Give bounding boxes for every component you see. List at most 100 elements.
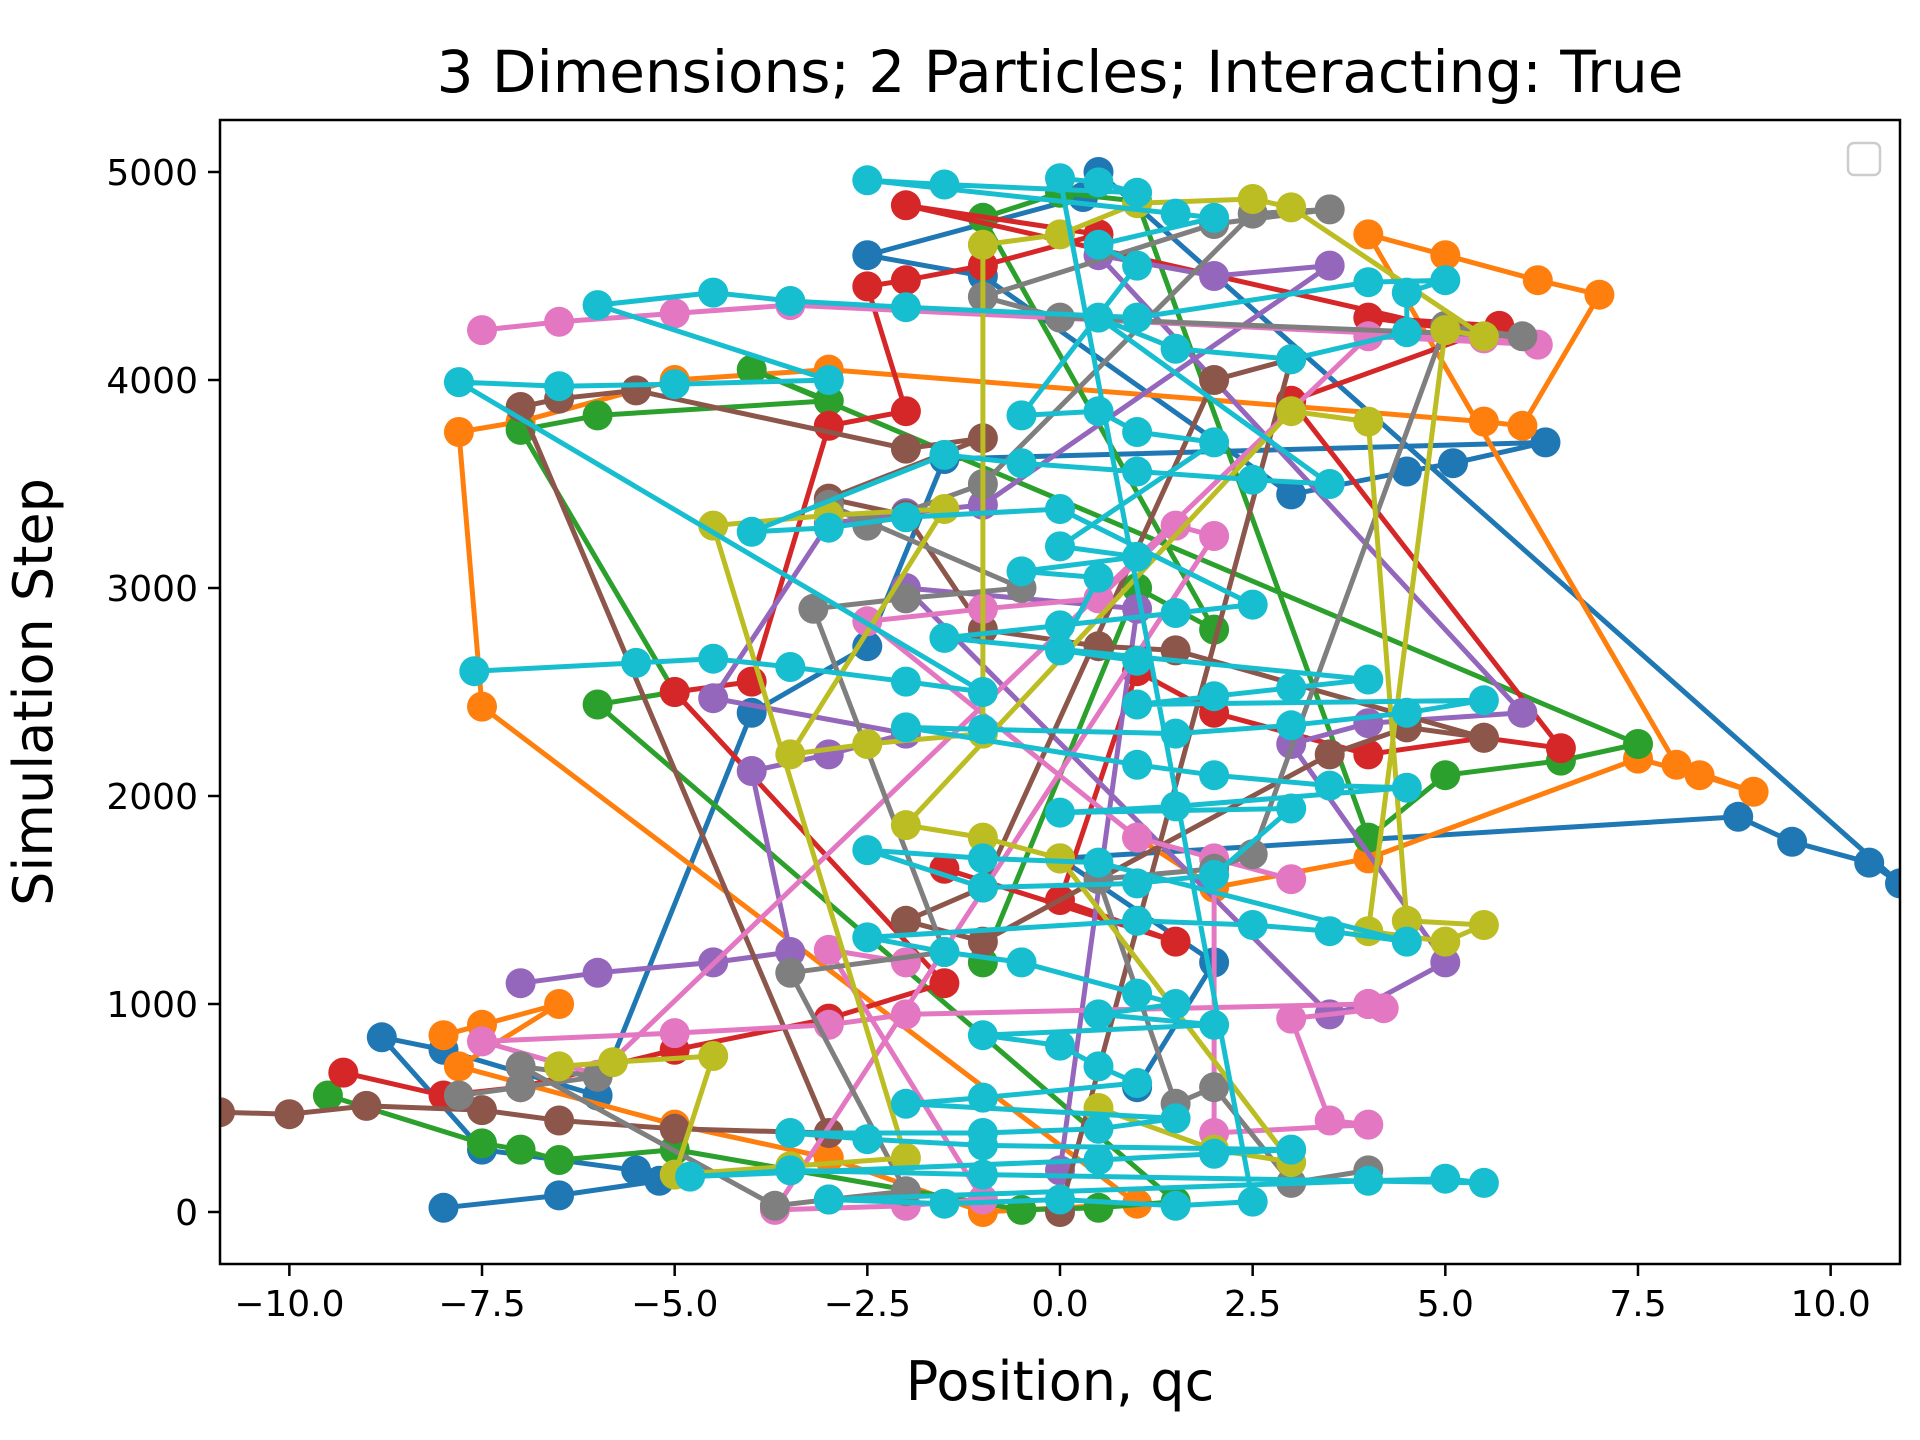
data-point bbox=[1276, 1003, 1307, 1034]
data-point bbox=[813, 1184, 844, 1215]
data-point bbox=[852, 271, 883, 302]
data-point bbox=[967, 1082, 998, 1113]
data-point bbox=[1160, 198, 1191, 229]
data-point bbox=[1122, 645, 1153, 676]
y-axis-ticks: 0 1000 2000 3000 4000 5000 bbox=[106, 153, 220, 1234]
x-tick-label: 2.5 bbox=[1224, 1284, 1281, 1325]
data-point bbox=[1199, 521, 1230, 551]
data-point bbox=[929, 937, 960, 967]
chart-title: 3 Dimensions; 2 Particles; Interacting: … bbox=[437, 38, 1684, 106]
data-point bbox=[929, 622, 960, 653]
data-point bbox=[698, 1041, 729, 1071]
data-point bbox=[1738, 776, 1769, 807]
data-point bbox=[1160, 791, 1191, 822]
data-point bbox=[1122, 250, 1153, 281]
data-point bbox=[1199, 860, 1230, 890]
data-point bbox=[544, 1105, 575, 1136]
data-point bbox=[967, 926, 998, 957]
data-point bbox=[621, 1155, 652, 1186]
data-point bbox=[890, 1088, 921, 1119]
data-point bbox=[1199, 365, 1230, 395]
x-tick-label: 0.0 bbox=[1031, 1284, 1088, 1325]
data-point bbox=[1507, 321, 1538, 352]
data-point bbox=[1122, 1068, 1153, 1098]
data-point bbox=[775, 739, 806, 770]
data-point bbox=[505, 1134, 536, 1165]
x-tick-label: −2.5 bbox=[824, 1284, 911, 1325]
data-point bbox=[1777, 826, 1808, 857]
data-point bbox=[929, 169, 960, 200]
data-point bbox=[1353, 739, 1384, 770]
data-point bbox=[1083, 1145, 1114, 1175]
data-point bbox=[467, 315, 497, 346]
data-point bbox=[929, 968, 960, 999]
data-point bbox=[621, 647, 652, 678]
data-point bbox=[1199, 427, 1230, 458]
data-point bbox=[759, 1190, 790, 1221]
data-point bbox=[467, 1026, 497, 1057]
data-point bbox=[1237, 464, 1268, 495]
data-point bbox=[351, 1090, 382, 1121]
data-point bbox=[1545, 733, 1576, 764]
data-point bbox=[1160, 1190, 1191, 1221]
data-point bbox=[1391, 277, 1422, 308]
data-point bbox=[890, 502, 921, 533]
data-point bbox=[890, 905, 921, 936]
data-point bbox=[1276, 793, 1307, 824]
data-point bbox=[1160, 718, 1191, 749]
x-tick-label: 7.5 bbox=[1609, 1284, 1666, 1325]
data-point bbox=[852, 510, 883, 541]
data-point bbox=[929, 1188, 960, 1219]
data-point bbox=[1006, 947, 1037, 978]
data-point bbox=[1391, 317, 1422, 348]
data-point bbox=[736, 354, 767, 385]
data-point bbox=[1391, 905, 1422, 936]
data-point bbox=[1045, 1184, 1075, 1215]
data-point bbox=[1122, 905, 1153, 936]
data-point bbox=[443, 1051, 474, 1082]
data-point bbox=[1276, 1134, 1307, 1165]
data-point bbox=[312, 1080, 343, 1111]
data-point bbox=[659, 369, 690, 400]
data-point bbox=[967, 822, 998, 853]
data-point bbox=[659, 298, 690, 329]
data-point bbox=[1199, 1138, 1230, 1169]
y-tick-label: 5000 bbox=[106, 153, 198, 194]
data-point bbox=[736, 516, 767, 547]
data-point bbox=[1314, 194, 1345, 225]
y-tick-label: 1000 bbox=[106, 985, 198, 1026]
data-point bbox=[775, 1118, 806, 1148]
data-point bbox=[813, 934, 844, 965]
data-point bbox=[467, 691, 497, 722]
data-point bbox=[1623, 729, 1653, 759]
data-point bbox=[1083, 229, 1114, 260]
data-point bbox=[1314, 739, 1345, 770]
data-point bbox=[852, 240, 883, 271]
data-point bbox=[505, 968, 536, 999]
data-point bbox=[1276, 192, 1307, 223]
data-point bbox=[1083, 1113, 1114, 1144]
data-point bbox=[890, 190, 921, 221]
data-point bbox=[505, 1072, 536, 1103]
data-point bbox=[813, 739, 844, 770]
data-point bbox=[1314, 770, 1345, 801]
data-point bbox=[1353, 1109, 1384, 1140]
data-point bbox=[1468, 406, 1499, 437]
data-point bbox=[798, 593, 829, 624]
data-point bbox=[1237, 184, 1268, 214]
data-point bbox=[1083, 1051, 1114, 1082]
x-tick-label: −5.0 bbox=[631, 1284, 718, 1325]
data-point bbox=[274, 1099, 305, 1130]
data-point bbox=[1199, 681, 1230, 712]
data-point bbox=[1314, 469, 1345, 499]
data-point bbox=[1507, 697, 1538, 728]
data-point bbox=[1438, 448, 1468, 479]
legend-box[interactable] bbox=[1846, 141, 1882, 177]
data-point bbox=[659, 1018, 690, 1049]
data-point bbox=[967, 677, 998, 707]
data-point bbox=[967, 1130, 998, 1161]
data-point bbox=[813, 365, 844, 395]
data-point bbox=[698, 277, 729, 308]
data-point bbox=[1160, 333, 1191, 364]
data-point bbox=[1430, 265, 1461, 296]
